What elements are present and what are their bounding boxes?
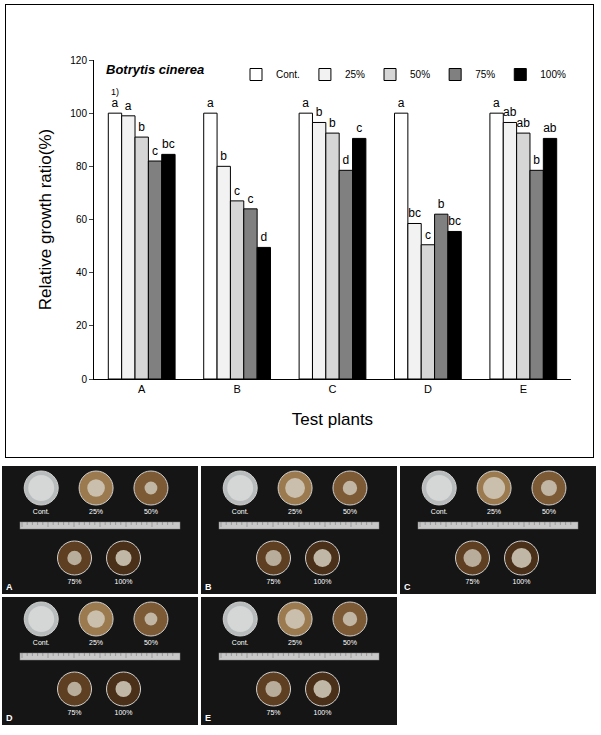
svg-text:100%: 100%: [513, 578, 531, 585]
svg-text:bc: bc: [448, 214, 461, 228]
svg-text:Relative growth ratio(%): Relative growth ratio(%): [36, 129, 55, 310]
svg-text:100%: 100%: [540, 69, 566, 80]
svg-text:25%: 25%: [345, 69, 365, 80]
svg-text:0: 0: [81, 374, 87, 385]
svg-text:25%: 25%: [487, 508, 501, 515]
svg-text:60: 60: [76, 214, 88, 225]
svg-text:Cont.: Cont.: [276, 69, 300, 80]
svg-text:b: b: [220, 149, 227, 163]
svg-text:ab: ab: [516, 116, 530, 130]
svg-text:100: 100: [70, 108, 87, 119]
svg-text:Cont.: Cont.: [33, 639, 50, 646]
svg-text:Botrytis cinerea: Botrytis cinerea: [106, 62, 204, 77]
svg-text:d: d: [343, 153, 350, 167]
svg-text:ab: ab: [543, 121, 557, 135]
svg-text:Cont.: Cont.: [232, 639, 249, 646]
svg-text:A: A: [6, 582, 13, 592]
svg-text:25%: 25%: [89, 639, 103, 646]
svg-text:Cont.: Cont.: [232, 508, 249, 515]
svg-text:a: a: [111, 96, 118, 110]
svg-text:C: C: [329, 383, 337, 395]
svg-text:a: a: [302, 96, 309, 110]
svg-text:50%: 50%: [343, 639, 357, 646]
svg-text:100%: 100%: [314, 709, 332, 716]
svg-text:75%: 75%: [466, 578, 480, 585]
svg-text:b: b: [533, 153, 540, 167]
svg-text:b: b: [316, 105, 323, 119]
svg-text:80: 80: [76, 161, 88, 172]
svg-text:50%: 50%: [410, 69, 430, 80]
svg-text:B: B: [233, 383, 240, 395]
svg-text:b: b: [438, 197, 445, 211]
svg-text:75%: 75%: [68, 578, 82, 585]
svg-text:a: a: [125, 99, 132, 113]
svg-text:a: a: [493, 96, 500, 110]
svg-text:75%: 75%: [267, 709, 281, 716]
svg-text:50%: 50%: [542, 508, 556, 515]
svg-text:c: c: [356, 121, 362, 135]
svg-text:75%: 75%: [475, 69, 495, 80]
svg-text:D: D: [6, 713, 13, 723]
svg-text:E: E: [205, 713, 211, 723]
svg-text:50%: 50%: [343, 508, 357, 515]
svg-text:a: a: [398, 96, 405, 110]
svg-text:25%: 25%: [89, 508, 103, 515]
svg-text:1): 1): [111, 87, 119, 97]
svg-text:c: c: [152, 144, 158, 158]
svg-text:a: a: [207, 96, 214, 110]
svg-text:100%: 100%: [314, 578, 332, 585]
svg-text:20: 20: [76, 320, 88, 331]
svg-text:Cont.: Cont.: [431, 508, 448, 515]
svg-text:50%: 50%: [144, 508, 158, 515]
svg-text:b: b: [138, 120, 145, 134]
svg-text:100%: 100%: [115, 709, 133, 716]
svg-text:40: 40: [76, 267, 88, 278]
svg-text:75%: 75%: [68, 709, 82, 716]
svg-text:E: E: [520, 383, 527, 395]
svg-text:c: c: [425, 228, 431, 242]
svg-text:120: 120: [70, 55, 87, 66]
svg-text:D: D: [424, 383, 432, 395]
svg-text:100%: 100%: [115, 578, 133, 585]
svg-text:c: c: [234, 184, 240, 198]
svg-text:B: B: [205, 582, 212, 592]
svg-text:50%: 50%: [144, 639, 158, 646]
svg-text:ab: ab: [503, 105, 517, 119]
svg-text:bc: bc: [162, 137, 175, 151]
svg-text:Test plants: Test plants: [292, 410, 373, 429]
svg-text:d: d: [260, 230, 267, 244]
svg-text:A: A: [138, 383, 146, 395]
svg-text:25%: 25%: [288, 508, 302, 515]
svg-text:b: b: [329, 116, 336, 130]
svg-text:bc: bc: [408, 206, 421, 220]
svg-text:75%: 75%: [267, 578, 281, 585]
svg-text:25%: 25%: [288, 639, 302, 646]
svg-text:Cont.: Cont.: [33, 508, 50, 515]
svg-text:C: C: [404, 582, 411, 592]
svg-text:c: c: [247, 192, 253, 206]
